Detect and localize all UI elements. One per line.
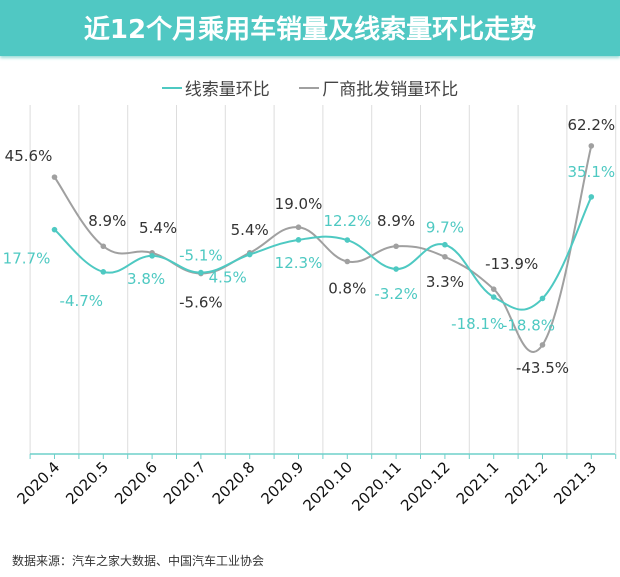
legend-label: 线索量环比 xyxy=(184,80,270,100)
data-point-wholesale xyxy=(490,286,497,292)
legend-item-leads: 线索量环比 xyxy=(161,75,270,100)
x-tick-label: 2020.7 xyxy=(160,458,210,508)
data-point-wholesale xyxy=(442,253,448,260)
data-label-leads: -18.1% xyxy=(451,315,504,333)
chart-title: 近12个月乘用车销量及线索量环比走势 xyxy=(83,15,537,45)
data-point-wholesale xyxy=(539,342,546,348)
data-point-wholesale xyxy=(295,224,302,231)
data-point-wholesale xyxy=(588,143,595,149)
data-point-leads xyxy=(51,226,58,233)
data-label-leads: 9.7% xyxy=(426,219,464,237)
x-tick-label: 2021.2 xyxy=(501,458,551,508)
data-point-leads xyxy=(588,194,595,200)
data-point-wholesale xyxy=(393,243,399,250)
data-point-wholesale xyxy=(100,243,107,250)
legend-item-wholesale: 厂商批发销量环比 xyxy=(299,75,458,100)
data-label-leads: -4.7% xyxy=(60,292,104,310)
source-note: 数据来源：汽车之家大数据、中国汽车工业协会 xyxy=(12,554,265,568)
data-label-wholesale: 45.6% xyxy=(5,147,53,165)
data-label-leads: -3.2% xyxy=(374,285,418,303)
legend: 线索量环比 厂商批发销量环比 xyxy=(0,75,620,100)
data-point-leads xyxy=(100,269,107,275)
data-label-leads: 17.7% xyxy=(3,250,51,268)
legend-label: 厂商批发销量环比 xyxy=(322,80,459,100)
data-label-wholesale: -43.5% xyxy=(516,359,569,377)
data-label-wholesale: 3.3% xyxy=(426,273,464,291)
x-tick-label: 2020.11 xyxy=(348,458,405,515)
data-label-leads: 4.5% xyxy=(209,269,247,287)
data-point-leads xyxy=(198,269,204,276)
x-tick-label: 2020.8 xyxy=(209,458,259,508)
data-point-wholesale xyxy=(344,258,351,265)
data-label-leads: 12.3% xyxy=(275,254,323,272)
x-tick-label: 2020.10 xyxy=(300,458,357,515)
x-tick-label: 2021.3 xyxy=(550,458,600,508)
data-point-leads xyxy=(246,251,253,258)
data-point-leads xyxy=(393,266,399,272)
data-label-wholesale: 5.4% xyxy=(231,221,269,239)
x-tick-label: 2020.4 xyxy=(13,458,63,508)
data-label-wholesale: 62.2% xyxy=(567,116,615,134)
data-label-wholesale: 0.8% xyxy=(328,279,366,297)
data-label-leads: -5.1% xyxy=(179,247,223,265)
data-label-wholesale: 5.4% xyxy=(139,219,177,237)
data-point-leads xyxy=(295,237,302,243)
x-tick-label: 2020.6 xyxy=(111,458,161,508)
data-point-leads xyxy=(539,295,546,302)
x-tick-label: 2021.1 xyxy=(453,458,503,508)
legend-swatch xyxy=(299,87,320,89)
legend-swatch xyxy=(161,87,182,89)
data-label-leads: -18.8% xyxy=(502,316,555,334)
data-label-wholesale: 8.9% xyxy=(377,212,415,230)
title-bar: 近12个月乘用车销量及线索量环比走势 xyxy=(0,0,620,56)
data-point-wholesale xyxy=(51,174,58,180)
data-label-leads: 35.1% xyxy=(567,163,615,181)
data-point-leads xyxy=(442,241,448,248)
x-tick-label: 2020.5 xyxy=(62,458,112,508)
data-label-wholesale: -5.6% xyxy=(179,294,223,312)
data-point-leads xyxy=(344,237,351,243)
data-label-leads: 3.8% xyxy=(127,270,165,288)
data-label-wholesale: -13.9% xyxy=(485,255,538,273)
data-label-leads: 12.2% xyxy=(323,212,371,230)
data-label-wholesale: 19.0% xyxy=(275,195,323,213)
data-point-leads xyxy=(490,294,497,300)
x-tick-label: 2020.12 xyxy=(397,458,454,515)
data-point-leads xyxy=(149,253,155,259)
data-label-wholesale: 8.9% xyxy=(88,212,126,230)
